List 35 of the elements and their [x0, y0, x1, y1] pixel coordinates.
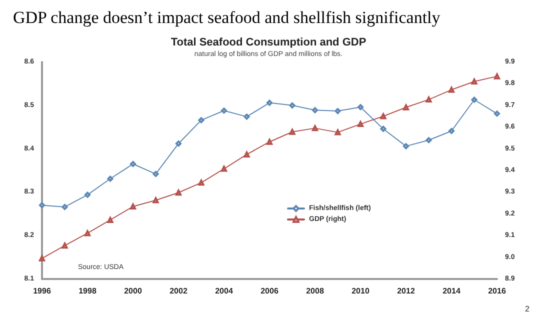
x-tick-label: 2014 [442, 286, 461, 296]
x-tick-label: 2000 [124, 286, 142, 296]
chart-subtitle: Total Seafood Consumption and GDP [170, 36, 366, 48]
point [494, 110, 500, 117]
point [62, 204, 68, 210]
point [176, 140, 182, 147]
point [403, 143, 409, 150]
point [130, 160, 136, 167]
x-tick-label: 2016 [488, 286, 506, 296]
x-tick-label: 2006 [260, 286, 279, 296]
point [152, 170, 159, 177]
chart-title: GDP change doesn’t impact seafood and shellfish significantly [13, 8, 441, 27]
point [380, 126, 386, 132]
point [358, 104, 364, 110]
point [244, 114, 250, 120]
point [266, 100, 272, 106]
x-tick-label: 1998 [78, 286, 97, 296]
text: 2 [525, 304, 530, 314]
point [334, 108, 341, 114]
x-tick-label: 2012 [397, 286, 416, 296]
point [289, 102, 296, 108]
point [312, 107, 318, 114]
x-tick-label: 2008 [306, 286, 324, 296]
point [198, 117, 204, 124]
point [84, 192, 90, 198]
point [107, 176, 114, 182]
point [471, 96, 478, 103]
point [221, 108, 227, 114]
point [39, 202, 45, 208]
x-tick-label: 1996 [33, 286, 52, 296]
point [448, 128, 454, 134]
point [426, 137, 432, 144]
x-tick-label: 2002 [170, 286, 188, 296]
x-tick-label: 2004 [215, 286, 234, 296]
x-tick-label: 2010 [352, 286, 370, 296]
